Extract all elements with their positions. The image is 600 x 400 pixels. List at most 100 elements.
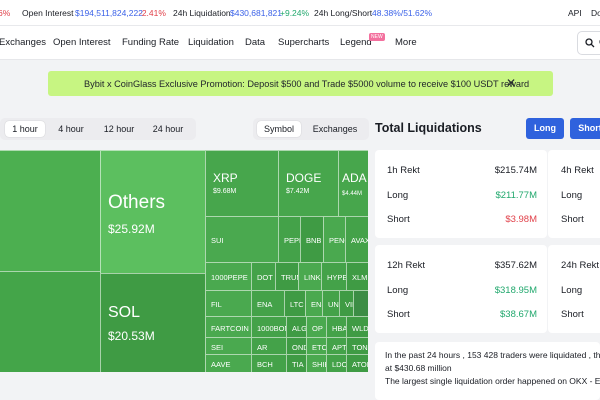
doge-name: DOGE bbox=[286, 171, 322, 185]
treemap-cell-aave[interactable]: AAVE bbox=[205, 354, 252, 372]
treemap-cell-peng[interactable]: PENG bbox=[323, 216, 346, 263]
ticker-oi-value[interactable]: $194,511,824,222 bbox=[75, 8, 143, 18]
search-input[interactable]: C bbox=[577, 31, 600, 55]
rekt-card-1h: 1h Rekt $215.74M Long $211.77M Short $3.… bbox=[375, 150, 547, 238]
treemap-cell-xrp[interactable]: XRP $9.68M bbox=[205, 150, 279, 217]
docs-link[interactable]: Do bbox=[591, 8, 600, 18]
treemap-cell-hbar[interactable]: HBAR bbox=[326, 316, 347, 338]
promo-text: Bybit x CoinGlass Exclusive Promotion: D… bbox=[84, 79, 530, 89]
treemap-cell-eth[interactable] bbox=[0, 271, 101, 372]
treemap-cell-1000pepe[interactable]: 1000PEPE bbox=[205, 262, 252, 291]
xrp-value: $9.68M bbox=[213, 188, 237, 195]
treemap-cell-fartcoin[interactable]: FARTCOIN bbox=[205, 316, 252, 338]
treemap-cell-label: 1000PEPE bbox=[211, 273, 248, 282]
treemap-cell-vir[interactable]: VIR bbox=[339, 290, 354, 317]
treemap-cell-btc[interactable] bbox=[0, 150, 101, 272]
treemap-cell-shib[interactable]: SHIB bbox=[306, 354, 327, 372]
long-button[interactable]: Long bbox=[526, 118, 564, 139]
treemap-cell-label: FARTCOIN bbox=[211, 323, 249, 333]
treemap-cell-ondo[interactable]: ONDO bbox=[286, 337, 307, 355]
treemap-cell-pepe[interactable]: PEPE bbox=[278, 216, 301, 263]
nav-more[interactable]: More bbox=[395, 37, 417, 48]
treemap-cell-trump[interactable]: TRUMP bbox=[275, 262, 299, 291]
treemap-cell-fil[interactable]: FIL bbox=[205, 290, 252, 317]
ticker-lead-change: 6% bbox=[0, 8, 11, 18]
sol-name: SOL bbox=[108, 304, 141, 321]
time-option-24h[interactable]: 24 hour bbox=[152, 124, 184, 134]
promo-banner[interactable]: Bybit x CoinGlass Exclusive Promotion: D… bbox=[48, 71, 553, 96]
treemap-cell-uni[interactable]: UNI bbox=[322, 290, 340, 317]
nav-liquidation[interactable]: Liquidation bbox=[188, 37, 234, 48]
treemap-cell-atom[interactable]: ATOM bbox=[346, 354, 368, 372]
ticker-ls-value[interactable]: 48.38%/51.62% bbox=[372, 8, 433, 18]
treemap-cell-label: BNB bbox=[306, 236, 322, 245]
ada-value: $4.44M bbox=[342, 191, 363, 197]
nav-legend[interactable]: Legend bbox=[340, 37, 372, 48]
treemap-cell-label: ATOM bbox=[352, 360, 368, 369]
treemap-cell-avax[interactable]: AVAX bbox=[345, 216, 368, 263]
treemap-cell-ldo[interactable]: LDO bbox=[326, 354, 347, 372]
summary-line-1: In the past 24 hours , 153 428 traders w… bbox=[385, 350, 600, 360]
treemap-cell-label: HYPE bbox=[327, 273, 347, 282]
treemap-cell-label: LTC bbox=[290, 300, 304, 309]
close-icon[interactable]: ✕ bbox=[506, 76, 517, 90]
treemap-cell-label: TIA bbox=[292, 360, 304, 369]
card-short-label: Short bbox=[561, 214, 584, 225]
short-button[interactable]: Short bbox=[570, 118, 600, 139]
card-long-value: $211.77M bbox=[495, 190, 537, 201]
treemap-cell-etc[interactable]: ETC bbox=[306, 337, 327, 355]
treemap-cell-dot[interactable]: DOT bbox=[251, 262, 276, 291]
card-short-label: Short bbox=[387, 214, 410, 225]
treemap-cell-hype[interactable]: HYPE bbox=[321, 262, 347, 291]
nav-open-interest[interactable]: Open Interest bbox=[53, 37, 111, 48]
treemap-cell-sol[interactable]: SOL $20.53M bbox=[100, 273, 206, 372]
nav-supercharts[interactable]: Supercharts bbox=[278, 37, 330, 48]
treemap-cell-ada[interactable]: ADA $4.44M bbox=[338, 150, 368, 217]
treemap-cell-wld[interactable]: WLD bbox=[346, 316, 368, 338]
treemap-cell-label: UNI bbox=[328, 300, 340, 309]
page-title: Total Liquidations bbox=[375, 121, 482, 135]
treemap-cell-bnb[interactable]: BNB bbox=[300, 216, 324, 263]
nav-exchanges[interactable]: Exchanges bbox=[0, 37, 47, 48]
treemap-cell-label: OP bbox=[312, 323, 323, 333]
nav-data[interactable]: Data bbox=[245, 37, 266, 48]
treemap-cell-doge[interactable]: DOGE $7.42M bbox=[278, 150, 339, 217]
ticker-liq-value[interactable]: $430,681,821 bbox=[230, 8, 282, 18]
treemap-cell-ens[interactable]: ENS bbox=[305, 290, 323, 317]
treemap-cell-link[interactable]: LINK bbox=[298, 262, 322, 291]
card-title: 24h Rekt bbox=[561, 260, 600, 271]
view-option-symbol[interactable]: Symbol bbox=[257, 121, 301, 137]
view-option-exchanges[interactable]: Exchanges bbox=[312, 124, 358, 134]
ticker-oi-change: -2.41% bbox=[139, 8, 166, 18]
others-name: Others bbox=[108, 192, 166, 213]
treemap-cell-sei[interactable]: SEI bbox=[205, 337, 252, 355]
time-option-4h[interactable]: 4 hour bbox=[58, 124, 84, 134]
card-long-label: Long bbox=[561, 190, 583, 201]
ada-name: ADA bbox=[342, 171, 367, 185]
nav-funding-rate[interactable]: Funding Rate bbox=[122, 37, 180, 48]
treemap-cell-bch[interactable]: BCH bbox=[251, 354, 287, 372]
treemap-cell-label: LDO bbox=[332, 360, 347, 369]
treemap-cell-op[interactable]: OP bbox=[306, 316, 327, 338]
time-option-1h[interactable]: 1 hour bbox=[5, 121, 45, 137]
sol-value: $20.53M bbox=[108, 329, 155, 343]
treemap-cell-label: WLD bbox=[352, 323, 368, 333]
treemap-cell-apt[interactable]: APT bbox=[326, 337, 347, 355]
treemap-cell-others[interactable]: Others $25.92M bbox=[100, 150, 206, 274]
treemap-cell-ar[interactable]: AR bbox=[251, 337, 287, 355]
api-link[interactable]: API bbox=[568, 8, 582, 18]
card-title: 12h Rekt bbox=[387, 260, 426, 271]
treemap-cell-ena[interactable]: ENA bbox=[251, 290, 285, 317]
new-badge: NEW bbox=[369, 33, 385, 41]
treemap-cell-ton[interactable]: TON bbox=[346, 337, 368, 355]
treemap-cell-tia[interactable]: TIA bbox=[286, 354, 307, 372]
treemap-cell-ltc[interactable]: LTC bbox=[284, 290, 306, 317]
treemap-cell-sui[interactable]: SUI bbox=[205, 216, 279, 263]
treemap-cell-xlm[interactable]: XLM bbox=[346, 262, 368, 291]
treemap-cell-1000bonk[interactable]: 1000BONK bbox=[251, 316, 287, 338]
card-short-value: $3.98M bbox=[505, 214, 537, 225]
treemap-cell-label: ENS bbox=[311, 300, 322, 309]
time-option-12h[interactable]: 12 hour bbox=[103, 124, 135, 134]
